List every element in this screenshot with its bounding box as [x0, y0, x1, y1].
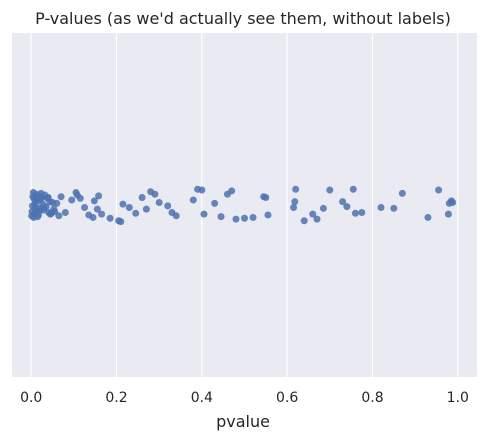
- data-point: [343, 203, 351, 211]
- data-point: [89, 213, 97, 221]
- data-point: [172, 212, 180, 220]
- data-point: [241, 214, 248, 222]
- data-point: [93, 205, 101, 213]
- data-point: [309, 210, 317, 218]
- data-point: [424, 213, 432, 221]
- data-point: [291, 198, 299, 206]
- data-point: [449, 199, 457, 207]
- data-point: [95, 192, 103, 200]
- data-point: [106, 214, 114, 222]
- data-point: [119, 200, 127, 208]
- data-point: [81, 203, 89, 211]
- chart-title: P-values (as we'd actually see them, wit…: [35, 9, 451, 28]
- x-tick-label: 1.0: [447, 390, 469, 406]
- gridlines: [30, 33, 459, 377]
- data-point: [151, 190, 159, 198]
- data-point: [142, 205, 150, 213]
- data-point: [155, 199, 163, 207]
- data-point: [189, 196, 197, 204]
- data-point: [313, 215, 321, 223]
- data-point: [200, 210, 208, 218]
- data-point: [351, 209, 359, 217]
- data-point: [444, 210, 452, 218]
- data-point: [44, 194, 52, 202]
- data-point: [349, 185, 357, 193]
- data-point: [358, 208, 366, 216]
- data-point: [132, 209, 140, 217]
- data-point: [117, 218, 125, 226]
- data-point: [138, 194, 146, 202]
- x-tick-label: 0.0: [20, 390, 42, 406]
- x-tick-labels: 0.0 0.2 0.4 0.6 0.8 1.0: [20, 390, 469, 406]
- data-points: [28, 185, 457, 226]
- data-point: [300, 217, 308, 225]
- data-point: [125, 203, 133, 211]
- data-point: [61, 208, 69, 216]
- data-point: [339, 198, 347, 206]
- data-point: [232, 215, 240, 223]
- data-point: [198, 186, 206, 194]
- x-tick-label: 0.6: [276, 390, 298, 406]
- data-point: [217, 213, 225, 221]
- data-point: [435, 186, 443, 194]
- x-tick-label: 0.2: [105, 390, 127, 406]
- data-point: [264, 211, 272, 219]
- data-point: [53, 199, 61, 207]
- data-point: [76, 194, 84, 202]
- data-point: [390, 204, 398, 212]
- data-point: [228, 187, 236, 195]
- data-point: [319, 204, 327, 212]
- data-point: [57, 193, 65, 201]
- data-point: [326, 186, 334, 194]
- data-point: [398, 189, 406, 197]
- data-point: [292, 185, 300, 193]
- data-point: [249, 213, 257, 221]
- data-point: [164, 202, 172, 210]
- x-tick-label: 0.4: [191, 390, 213, 406]
- data-point: [290, 203, 298, 211]
- data-point: [98, 210, 106, 218]
- data-point: [262, 194, 270, 202]
- data-point: [211, 199, 219, 207]
- plot-area: [12, 33, 477, 377]
- data-point: [55, 212, 63, 220]
- data-point: [40, 203, 48, 211]
- x-axis-label: pvalue: [216, 412, 270, 431]
- x-tick-label: 0.8: [361, 390, 383, 406]
- data-point: [377, 203, 385, 211]
- data-point: [68, 196, 76, 204]
- data-point: [90, 197, 98, 205]
